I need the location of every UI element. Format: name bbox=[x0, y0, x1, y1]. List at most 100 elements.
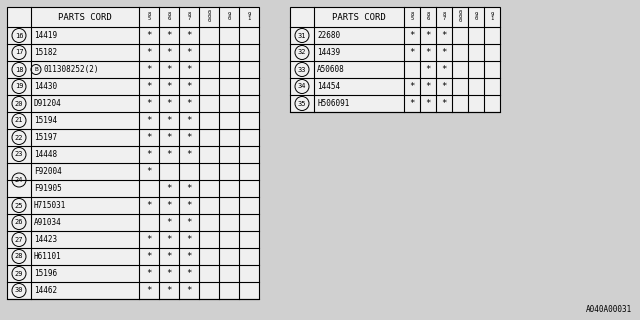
Text: 24: 24 bbox=[15, 177, 23, 183]
Text: *: * bbox=[410, 82, 415, 91]
Text: 20: 20 bbox=[15, 100, 23, 107]
Text: *: * bbox=[147, 48, 152, 57]
Text: *: * bbox=[426, 82, 431, 91]
Text: *: * bbox=[186, 150, 192, 159]
Text: B: B bbox=[34, 67, 38, 72]
Text: *: * bbox=[147, 133, 152, 142]
Text: *: * bbox=[186, 269, 192, 278]
Text: *: * bbox=[166, 201, 172, 210]
Text: 23: 23 bbox=[15, 151, 23, 157]
Text: 21: 21 bbox=[15, 117, 23, 124]
Text: *: * bbox=[166, 116, 172, 125]
Text: 0
0
0: 0 0 0 bbox=[207, 11, 211, 23]
Text: *: * bbox=[147, 167, 152, 176]
Text: *: * bbox=[166, 99, 172, 108]
Text: 32: 32 bbox=[298, 50, 307, 55]
Text: A040A00031: A040A00031 bbox=[586, 305, 632, 314]
Text: *: * bbox=[166, 133, 172, 142]
Text: *: * bbox=[186, 65, 192, 74]
Text: 15194: 15194 bbox=[34, 116, 57, 125]
Text: 14439: 14439 bbox=[317, 48, 340, 57]
Text: 9
1: 9 1 bbox=[248, 12, 251, 21]
Text: 26: 26 bbox=[15, 220, 23, 226]
Text: *: * bbox=[186, 133, 192, 142]
Text: 15182: 15182 bbox=[34, 48, 57, 57]
Text: A91034: A91034 bbox=[34, 218, 61, 227]
Text: *: * bbox=[147, 65, 152, 74]
Text: 16: 16 bbox=[15, 33, 23, 38]
Bar bbox=[7, 7, 259, 299]
Text: 30: 30 bbox=[15, 287, 23, 293]
Text: H61101: H61101 bbox=[34, 252, 61, 261]
Text: F92004: F92004 bbox=[34, 167, 61, 176]
Text: *: * bbox=[166, 269, 172, 278]
Text: 9
0: 9 0 bbox=[227, 12, 230, 21]
Text: *: * bbox=[166, 65, 172, 74]
Text: *: * bbox=[442, 31, 447, 40]
Text: *: * bbox=[166, 31, 172, 40]
Text: *: * bbox=[426, 48, 431, 57]
Text: 8
6: 8 6 bbox=[426, 12, 429, 21]
Text: *: * bbox=[166, 218, 172, 227]
Text: 31: 31 bbox=[298, 33, 307, 38]
Text: *: * bbox=[186, 184, 192, 193]
Text: *: * bbox=[426, 99, 431, 108]
Text: *: * bbox=[186, 31, 192, 40]
Text: *: * bbox=[442, 65, 447, 74]
Text: 15196: 15196 bbox=[34, 269, 57, 278]
Text: *: * bbox=[186, 99, 192, 108]
Text: 27: 27 bbox=[15, 236, 23, 243]
Text: *: * bbox=[147, 235, 152, 244]
Text: *: * bbox=[166, 150, 172, 159]
Text: *: * bbox=[186, 48, 192, 57]
Text: F91905: F91905 bbox=[34, 184, 61, 193]
Text: 8
5: 8 5 bbox=[147, 12, 150, 21]
Text: 14423: 14423 bbox=[34, 235, 57, 244]
Text: *: * bbox=[186, 252, 192, 261]
Text: *: * bbox=[147, 31, 152, 40]
Text: *: * bbox=[147, 150, 152, 159]
Text: *: * bbox=[166, 48, 172, 57]
Text: 28: 28 bbox=[15, 253, 23, 260]
Text: *: * bbox=[147, 82, 152, 91]
Text: *: * bbox=[186, 201, 192, 210]
Text: PARTS CORD: PARTS CORD bbox=[58, 12, 112, 21]
Text: 18: 18 bbox=[15, 67, 23, 73]
Text: *: * bbox=[426, 65, 431, 74]
Text: 9
0: 9 0 bbox=[474, 12, 477, 21]
Text: 8
5: 8 5 bbox=[410, 12, 413, 21]
Text: *: * bbox=[186, 235, 192, 244]
Text: *: * bbox=[186, 82, 192, 91]
Text: *: * bbox=[442, 48, 447, 57]
Text: 15197: 15197 bbox=[34, 133, 57, 142]
Text: *: * bbox=[186, 286, 192, 295]
Text: PARTS CORD: PARTS CORD bbox=[332, 12, 386, 21]
Text: 33: 33 bbox=[298, 67, 307, 73]
Text: 35: 35 bbox=[298, 100, 307, 107]
Text: *: * bbox=[147, 286, 152, 295]
Bar bbox=[290, 7, 500, 112]
Text: 14454: 14454 bbox=[317, 82, 340, 91]
Text: 19: 19 bbox=[15, 84, 23, 90]
Text: 8
7: 8 7 bbox=[188, 12, 191, 21]
Text: 0
0
0: 0 0 0 bbox=[458, 11, 461, 23]
Bar bbox=[7, 7, 259, 299]
Text: 14419: 14419 bbox=[34, 31, 57, 40]
Text: 14462: 14462 bbox=[34, 286, 57, 295]
Text: *: * bbox=[147, 201, 152, 210]
Text: 25: 25 bbox=[15, 203, 23, 209]
Text: *: * bbox=[426, 31, 431, 40]
Text: *: * bbox=[442, 99, 447, 108]
Text: H715031: H715031 bbox=[34, 201, 67, 210]
Text: H506091: H506091 bbox=[317, 99, 349, 108]
Text: *: * bbox=[410, 48, 415, 57]
Text: *: * bbox=[166, 235, 172, 244]
Text: *: * bbox=[147, 116, 152, 125]
Text: 9
1: 9 1 bbox=[490, 12, 493, 21]
Text: 8
7: 8 7 bbox=[442, 12, 445, 21]
Text: 34: 34 bbox=[298, 84, 307, 90]
Text: 011308252(2): 011308252(2) bbox=[43, 65, 99, 74]
Text: 22: 22 bbox=[15, 134, 23, 140]
Bar bbox=[290, 7, 500, 112]
Text: *: * bbox=[442, 82, 447, 91]
